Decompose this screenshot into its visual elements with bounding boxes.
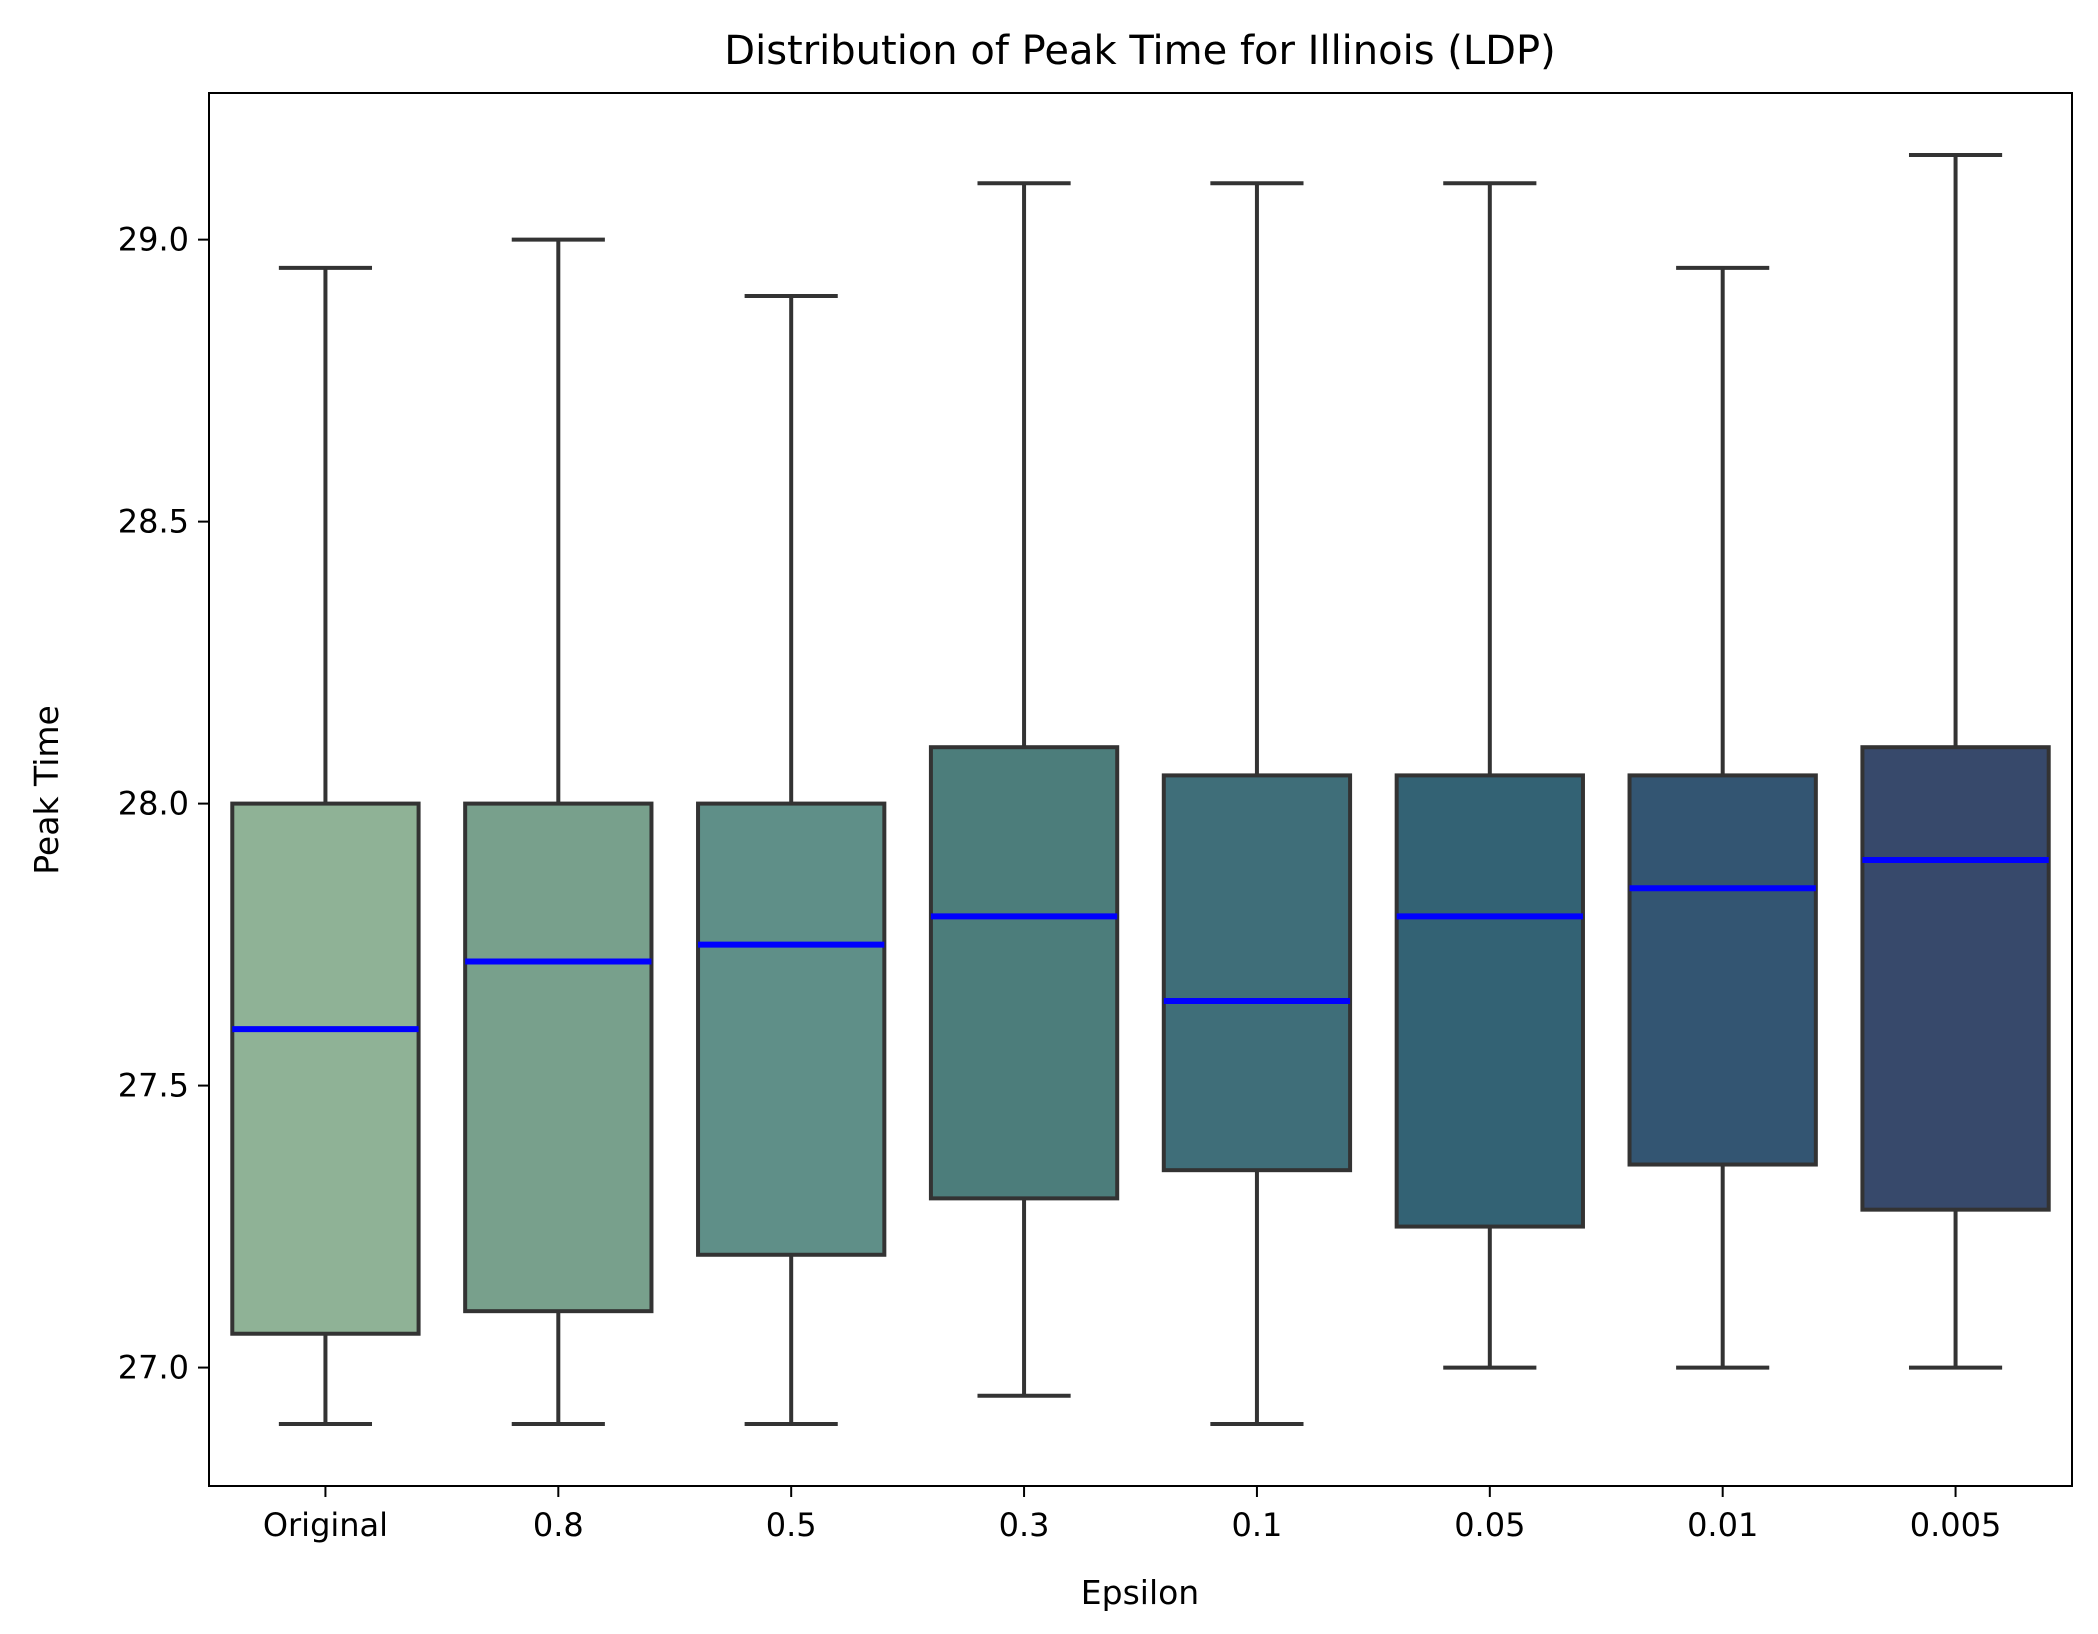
plot-marks — [230, 153, 2051, 1426]
box-group — [1161, 181, 1353, 1426]
iqr-box — [1860, 745, 2051, 1212]
iqr-box — [1394, 773, 1585, 1229]
x-axis-label: Epsilon — [1081, 1573, 1199, 1612]
y-tick-label: 28.0 — [118, 785, 189, 823]
iqr-box — [1161, 773, 1353, 1173]
x-axis: Original 0.8 0.5 0.3 0.1 0.05 0.01 0.005 — [263, 1486, 2002, 1544]
x-tick-label: 0.5 — [766, 1506, 817, 1544]
x-tick-label: 0.3 — [999, 1506, 1050, 1544]
y-tick-label: 27.5 — [118, 1067, 189, 1105]
box-group — [928, 181, 1120, 1398]
iqr-box — [1627, 773, 1818, 1167]
iqr-box — [230, 801, 421, 1336]
y-tick-label: 28.5 — [118, 503, 189, 541]
y-tick-label: 27.0 — [118, 1349, 189, 1387]
box-group — [1627, 265, 1818, 1370]
y-tick-label: 29.0 — [118, 221, 189, 259]
iqr-box — [696, 801, 887, 1257]
box-group — [230, 265, 421, 1426]
chart-title: Distribution of Peak Time for Illinois (… — [724, 28, 1555, 74]
x-tick-label: 0.01 — [1687, 1506, 1758, 1544]
x-tick-label: 0.05 — [1454, 1506, 1525, 1544]
y-axis: 27.0 27.5 28.0 28.5 29.0 — [118, 221, 209, 1387]
iqr-box — [928, 745, 1120, 1201]
box-group — [1860, 153, 2051, 1370]
iqr-box — [463, 801, 654, 1314]
box-group — [696, 294, 887, 1426]
y-axis-label: Peak Time — [27, 705, 66, 875]
x-tick-label: 0.005 — [1910, 1506, 2002, 1544]
x-tick-label: 0.1 — [1231, 1506, 1282, 1544]
x-tick-label: Original — [263, 1506, 388, 1544]
box-group — [1394, 181, 1585, 1370]
plot-frame — [208, 92, 2073, 1487]
x-tick-label: 0.8 — [533, 1506, 584, 1544]
box-group — [463, 237, 654, 1426]
